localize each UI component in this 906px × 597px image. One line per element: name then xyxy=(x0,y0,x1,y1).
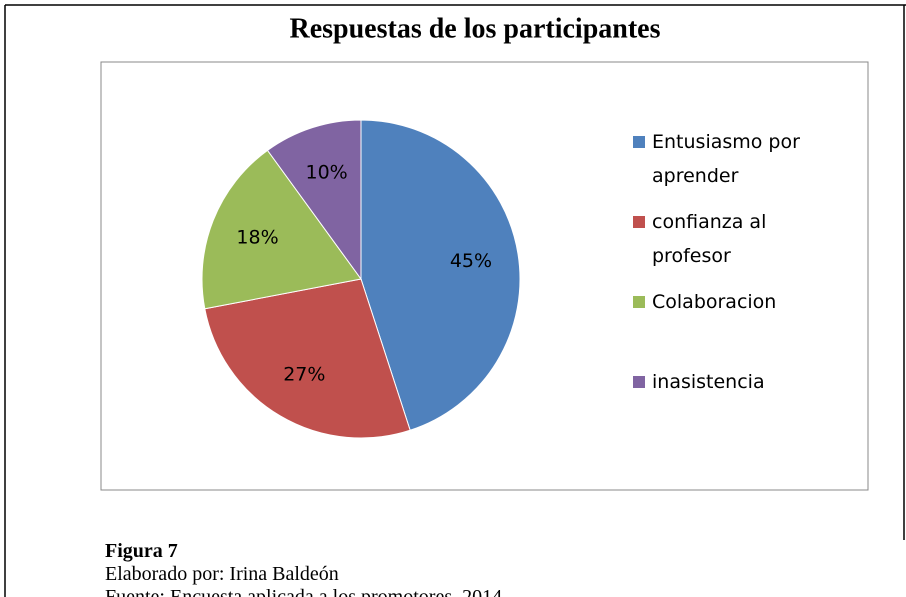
pie-slice xyxy=(360,119,521,431)
data-label: 27% xyxy=(283,363,325,385)
legend-label: confianza al profesor xyxy=(652,211,767,267)
legend-label: inasistencia xyxy=(652,371,765,393)
figure-label: Figura 7 xyxy=(105,540,178,562)
data-label: 45% xyxy=(450,250,492,272)
pie-slice xyxy=(266,119,362,281)
pie-slice xyxy=(201,149,362,310)
legend-swatch xyxy=(633,216,645,228)
legend-item: confianza al profesor xyxy=(633,205,833,273)
data-label: 10% xyxy=(305,162,347,184)
legend-swatch xyxy=(633,296,645,308)
legend-swatch xyxy=(633,376,645,388)
legend-item: Colaboracion xyxy=(633,285,833,319)
pie: 45% 27% 18% 10% xyxy=(201,119,521,439)
legend-label: Colaboracion xyxy=(652,291,777,313)
legend-label: Entusiasmo por aprender xyxy=(652,131,800,187)
chart-title: Respuestas de los participantes xyxy=(289,13,660,44)
legend-item: inasistencia xyxy=(633,365,833,399)
legend-swatch xyxy=(633,136,645,148)
legend-item: Entusiasmo por aprender xyxy=(633,125,833,193)
pie-slice xyxy=(204,278,411,439)
author: Elaborado por: Irina Baldeón xyxy=(105,563,339,585)
data-label: 18% xyxy=(236,227,278,249)
source: Fuente: Encuesta aplicada a los promotor… xyxy=(105,586,503,597)
